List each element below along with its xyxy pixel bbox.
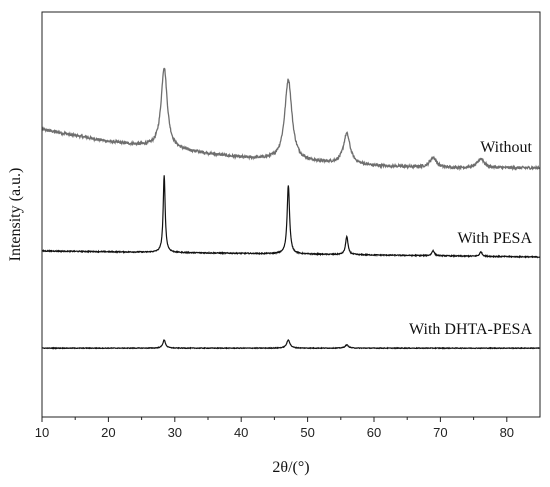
x-tick-label: 20 [101,425,115,440]
series-line [41,339,541,350]
x-tick-label: 60 [367,425,381,440]
x-tick-label: 50 [300,425,314,440]
series-label: With PESA [458,230,533,247]
y-axis-title: Intensity (a.u.) [7,168,24,262]
series-label: Without [480,139,532,156]
tick-layer: 10 20 30 40 50 60 70 80 [35,417,514,440]
x-tick-label: 70 [433,425,447,440]
x-tick-label: 10 [35,425,49,440]
series-layer [41,67,541,350]
series-label-layer: Without With PESA With DHTA-PESA [409,139,533,338]
x-axis-title: 2θ/(°) [272,459,309,476]
plot-frame [41,11,541,418]
series-line [41,67,541,172]
x-tick-label: 40 [234,425,248,440]
x-tick-label: 80 [500,425,514,440]
x-tick-label: 30 [168,425,182,440]
series-label: With DHTA-PESA [409,321,532,338]
series-line [41,175,541,259]
